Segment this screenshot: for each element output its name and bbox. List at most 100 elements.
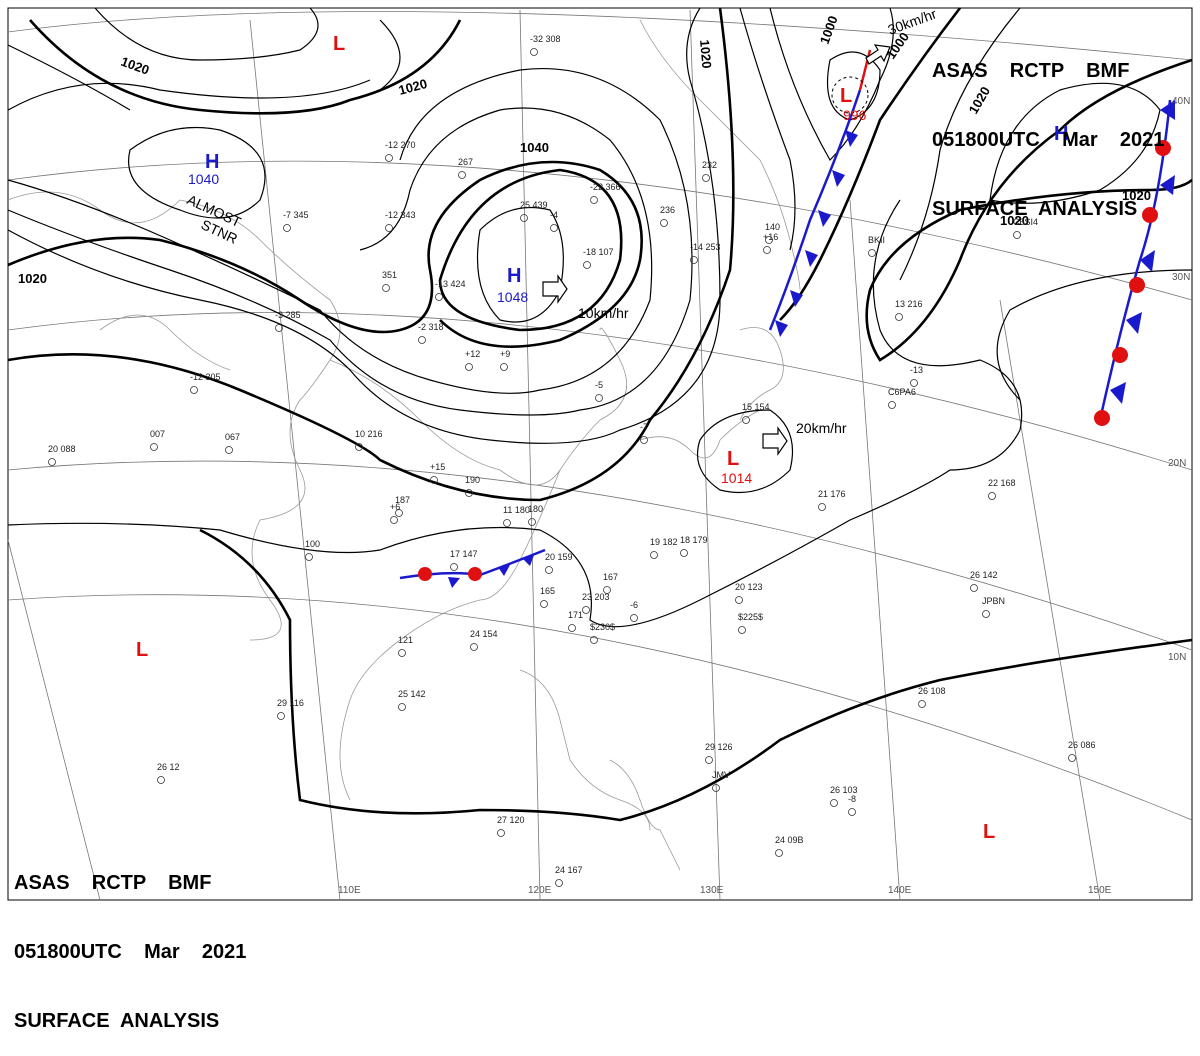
station-circle-icon: [988, 492, 996, 500]
station-circle-icon: [765, 236, 773, 244]
station-circle-icon: [528, 518, 536, 526]
station-value: +16: [763, 232, 778, 242]
station-circle-icon: [830, 799, 838, 807]
station-circle-icon: [418, 336, 426, 344]
station-value: 24 09B: [775, 835, 804, 845]
station-value: 24 154: [470, 629, 498, 639]
station-circle-icon: [385, 154, 393, 162]
station-circle-icon: [595, 394, 603, 402]
station-value: 21 176: [818, 489, 846, 499]
station-circle-icon: [742, 416, 750, 424]
high-center-pressure: 1048: [497, 289, 528, 305]
coastlines: [7, 19, 801, 871]
low-center-pressure: 996: [843, 107, 867, 123]
station-value: 25 439: [520, 200, 548, 210]
station-circle-icon: [450, 563, 458, 571]
svg-text:120E: 120E: [528, 885, 552, 896]
station-circle-icon: [660, 219, 668, 227]
station-value: -8: [848, 794, 856, 804]
movement-speed: 20km/hr: [796, 420, 847, 436]
isobar-label: 1020: [1000, 213, 1029, 228]
station-value: -3 285: [275, 310, 301, 320]
station-circle-icon: [430, 476, 438, 484]
station-value: +12: [465, 349, 480, 359]
station-value: 236: [660, 205, 675, 215]
station-value: 167: [603, 572, 618, 582]
station-circle-icon: [497, 829, 505, 837]
station-circle-icon: [275, 324, 283, 332]
cold-front-japan: [768, 49, 872, 337]
station-circle-icon: [910, 379, 918, 387]
station-circle-icon: [48, 458, 56, 466]
svg-text:10N: 10N: [1168, 652, 1186, 663]
station-value: 20 088: [48, 444, 76, 454]
graticule-labels: 110E 120E 130E 140E 150E 40N 30N 20N 10N: [338, 96, 1190, 896]
isobar-label: 1020: [18, 271, 47, 286]
station-value: 18 179: [680, 535, 708, 545]
header-line: SURFACE ANALYSIS: [14, 1010, 220, 1032]
station-value: +6: [390, 502, 400, 512]
svg-text:40N: 40N: [1172, 96, 1190, 107]
station-circle-icon: [470, 643, 478, 651]
station-circle-icon: [712, 784, 720, 792]
station-circle-icon: [382, 284, 390, 292]
station-value: -7: [640, 422, 648, 432]
station-value: 20 123: [735, 582, 763, 592]
isobar-labels: 1020 1020 1020 1020 1040 1020 1000 1000 …: [18, 14, 1151, 286]
station-circle-icon: [568, 624, 576, 632]
station-circle-icon: [398, 649, 406, 657]
header-line: 051800UTC Mar 2021: [14, 941, 247, 963]
station-value: 25 142: [398, 689, 426, 699]
station-value: 232: [702, 160, 717, 170]
station-value: 19 182: [650, 537, 678, 547]
station-value: 23 203: [582, 592, 610, 602]
station-value: -12 305: [190, 372, 221, 382]
station-value: -6: [630, 600, 638, 610]
station-circle-icon: [970, 584, 978, 592]
station-value: 067: [225, 432, 240, 442]
station-circle-icon: [868, 249, 876, 257]
station-circle-icon: [435, 293, 443, 301]
isobar-label: 1020: [697, 39, 714, 69]
station-value: 171: [568, 610, 583, 620]
station-circle-icon: [982, 610, 990, 618]
station-value: 26 103: [830, 785, 858, 795]
surface-analysis-map: 1020 1020 1020 1020 1040 1020 1000 1000 …: [7, 5, 1193, 901]
station-value: JPBN: [982, 596, 1005, 606]
station-value: 29 116: [277, 698, 304, 708]
station-circle-icon: [157, 776, 165, 784]
station-circle-icon: [277, 712, 285, 720]
station-circle-icon: [398, 703, 406, 711]
isobar-label: 1020: [397, 76, 429, 98]
station-circle-icon: [705, 756, 713, 764]
station-circle-icon: [582, 606, 590, 614]
station-value: 17 147: [450, 549, 478, 559]
high-center-marker: H: [507, 265, 521, 287]
station-value: 26 142: [970, 570, 998, 580]
station-value: 100: [305, 539, 320, 549]
station-value: -4: [550, 210, 558, 220]
station-value: 27 120: [497, 815, 525, 825]
svg-text:150E: 150E: [1088, 885, 1112, 896]
station-circle-icon: [763, 246, 771, 254]
station-circle-icon: [355, 443, 363, 451]
movement-arrow-icon: [542, 274, 568, 304]
low-center-marker: L: [983, 821, 995, 843]
station-value: 26 108: [918, 686, 946, 696]
station-circle-icon: [305, 553, 313, 561]
low-center-marker: L: [136, 639, 148, 661]
station-circle-icon: [390, 516, 398, 524]
station-value: C6PA6: [888, 387, 916, 397]
station-value: C6SI4: [1013, 217, 1038, 227]
station-circle-icon: [590, 636, 598, 644]
pressure-centers: H 1040 H 1048 H L 1014 L 996 L L L: [136, 33, 1068, 843]
station-circle-icon: [225, 446, 233, 454]
header-line: 051800UTC Mar 2021: [932, 129, 1165, 151]
station-value: 165: [540, 586, 555, 596]
station-value: 15 154: [742, 402, 770, 412]
station-circle-icon: [395, 509, 403, 517]
station-value: 190: [465, 475, 480, 485]
station-value: -13: [910, 365, 923, 375]
station-circle-icon: [918, 700, 926, 708]
station-value: +15: [430, 462, 445, 472]
